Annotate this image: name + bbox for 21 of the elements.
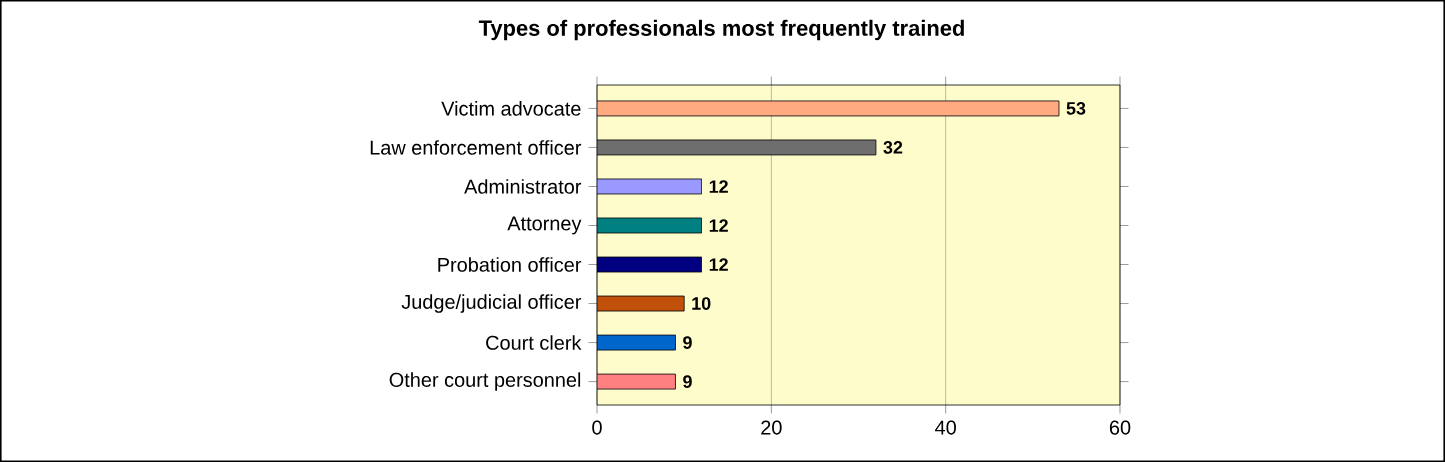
y-tick-label: Judge/judicial officer	[401, 294, 582, 313]
x-tick-label: 0	[592, 420, 602, 435]
y-tick-label: Administrator	[464, 179, 582, 194]
data-label: 12	[709, 219, 728, 232]
data-label: 9	[683, 375, 692, 388]
data-label: 53	[1066, 102, 1086, 115]
x-tick-label: 60	[1109, 420, 1131, 435]
y-tick-label: Probation officer	[438, 257, 582, 272]
data-label: 32	[883, 141, 903, 154]
data-label: 12	[709, 258, 728, 271]
chart-title: Types of professionals most frequently trained	[478, 19, 964, 41]
data-label: 9	[683, 336, 692, 349]
y-tick-label: Law enforcement officer	[370, 140, 582, 155]
y-tick-label: Court clerk	[486, 335, 582, 350]
data-label: 10	[692, 297, 711, 310]
x-tick-label: 20	[761, 420, 782, 435]
y-tick-label: Victim advocate	[441, 101, 581, 116]
y-tick-label: Other court personnel	[389, 372, 581, 391]
x-tick-label: 40	[935, 420, 956, 435]
y-tick-label: Attorney	[507, 216, 582, 235]
data-label: 12	[709, 180, 728, 193]
